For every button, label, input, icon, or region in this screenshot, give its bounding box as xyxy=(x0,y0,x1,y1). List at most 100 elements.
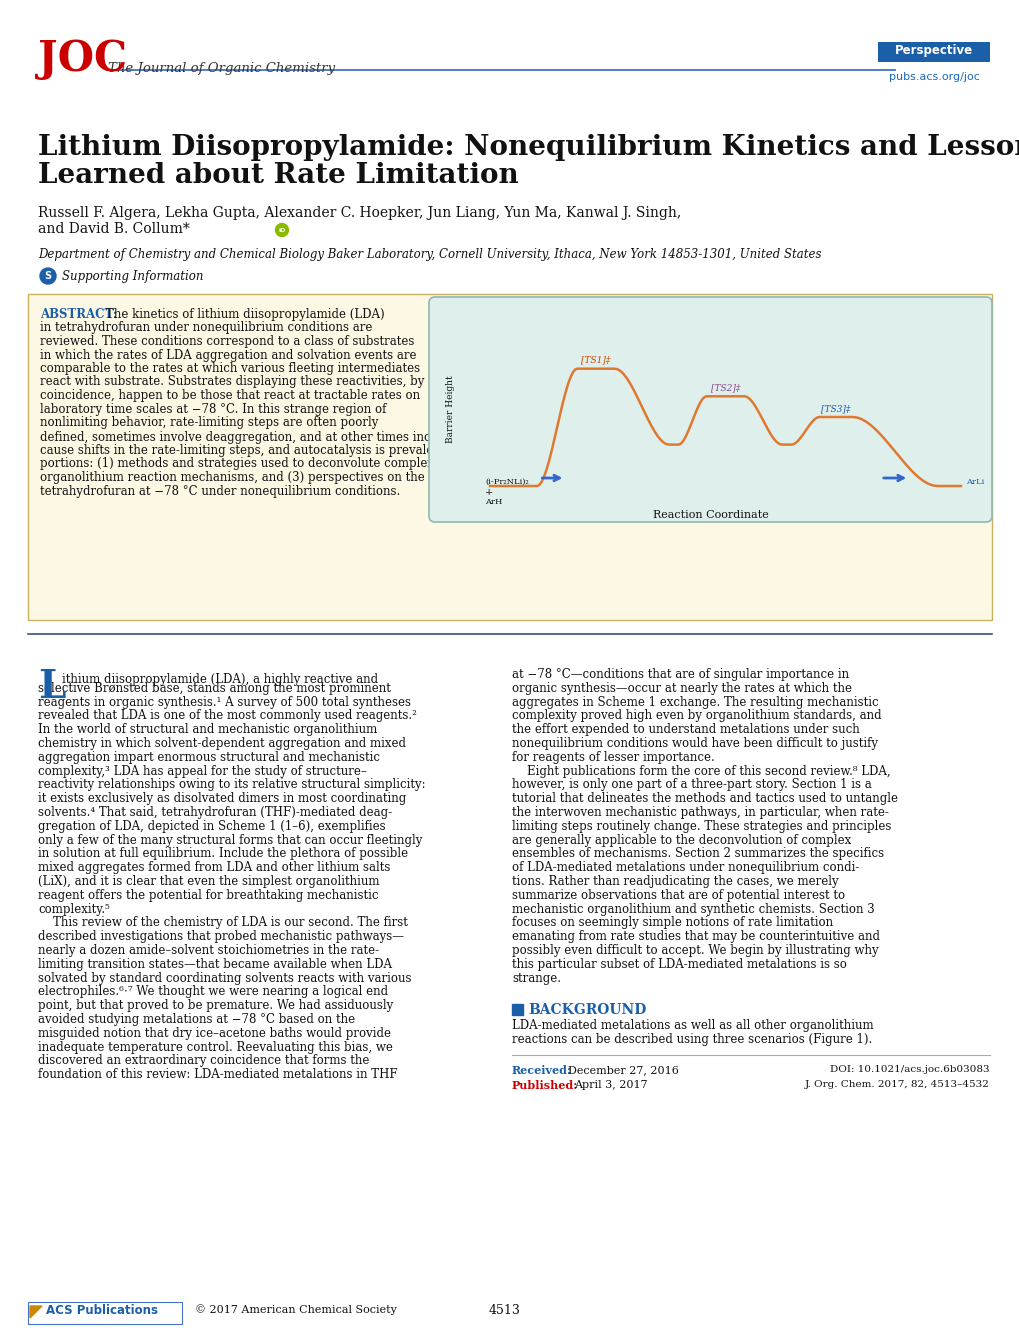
Text: mechanistic organolithium and synthetic chemists. Section 3: mechanistic organolithium and synthetic … xyxy=(512,903,874,915)
Bar xyxy=(877,41,989,61)
Text: defined, sometimes involve deaggregation, and at other times include reaction wi: defined, sometimes involve deaggregation… xyxy=(40,431,795,443)
Text: tutorial that delineates the methods and tactics used to untangle: tutorial that delineates the methods and… xyxy=(512,792,897,806)
Text: nearly a dozen amide–solvent stoichiometries in the rate-: nearly a dozen amide–solvent stoichiomet… xyxy=(38,944,379,956)
Text: Published:: Published: xyxy=(512,1081,578,1091)
Bar xyxy=(28,293,991,620)
Text: complexity proved high even by organolithium standards, and: complexity proved high even by organolit… xyxy=(512,710,880,723)
Text: (i-Pr₂NLi)₂: (i-Pr₂NLi)₂ xyxy=(484,478,528,486)
Text: focuses on seemingly simple notions of rate limitation: focuses on seemingly simple notions of r… xyxy=(512,916,833,930)
Text: tetrahydrofuran at −78 °C under nonequilibrium conditions.: tetrahydrofuran at −78 °C under nonequil… xyxy=(40,484,399,498)
Text: Russell F. Algera, Lekha Gupta, Alexander C. Hoepker, Jun Liang, Yun Ma, Kanwal : Russell F. Algera, Lekha Gupta, Alexande… xyxy=(38,205,681,220)
Polygon shape xyxy=(30,1306,42,1318)
Text: Received:: Received: xyxy=(512,1066,572,1077)
Text: iD: iD xyxy=(278,228,285,232)
Text: electrophiles.⁶⋅⁷ We thought we were nearing a logical end: electrophiles.⁶⋅⁷ We thought we were nea… xyxy=(38,986,388,998)
Text: comparable to the rates at which various fleeting intermediates: comparable to the rates at which various… xyxy=(40,362,420,375)
Text: laboratory time scales at −78 °C. In this strange region of: laboratory time scales at −78 °C. In thi… xyxy=(40,403,386,415)
Text: in which the rates of LDA aggregation and solvation events are: in which the rates of LDA aggregation an… xyxy=(40,348,416,362)
Bar xyxy=(28,1302,181,1325)
Text: organic synthesis—occur at nearly the rates at which the: organic synthesis—occur at nearly the ra… xyxy=(512,682,851,695)
Text: it exists exclusively as disolvated dimers in most coordinating: it exists exclusively as disolvated dime… xyxy=(38,792,406,806)
Text: at −78 °C—conditions that are of singular importance in: at −78 °C—conditions that are of singula… xyxy=(512,668,848,680)
Text: Learned about Rate Limitation: Learned about Rate Limitation xyxy=(38,161,519,189)
Text: Supporting Information: Supporting Information xyxy=(62,269,204,283)
Text: revealed that LDA is one of the most commonly used reagents.²: revealed that LDA is one of the most com… xyxy=(38,710,417,723)
Text: DOI: 10.1021/acs.joc.6b03083: DOI: 10.1021/acs.joc.6b03083 xyxy=(829,1066,989,1074)
Text: pubs.acs.org/joc: pubs.acs.org/joc xyxy=(888,72,978,81)
Text: chemistry in which solvent-dependent aggregation and mixed: chemistry in which solvent-dependent agg… xyxy=(38,736,406,750)
Text: ArH: ArH xyxy=(484,498,502,506)
Text: are generally applicable to the deconvolution of complex: are generally applicable to the deconvol… xyxy=(512,834,851,847)
Text: +: + xyxy=(484,488,493,498)
Text: for reagents of lesser importance.: for reagents of lesser importance. xyxy=(512,751,714,764)
Text: limiting steps routinely change. These strategies and principles: limiting steps routinely change. These s… xyxy=(512,820,891,832)
Text: emanating from rate studies that may be counterintuitive and: emanating from rate studies that may be … xyxy=(512,930,879,943)
Text: and David B. Collum*: and David B. Collum* xyxy=(38,221,190,236)
Text: inadequate temperature control. Reevaluating this bias, we: inadequate temperature control. Reevalua… xyxy=(38,1041,392,1054)
Text: Lithium Diisopropylamide: Nonequilibrium Kinetics and Lessons: Lithium Diisopropylamide: Nonequilibrium… xyxy=(38,133,1019,161)
Text: [TS2]‡: [TS2]‡ xyxy=(710,383,740,392)
Text: JOC: JOC xyxy=(38,37,127,80)
Text: misguided notion that dry ice–acetone baths would provide: misguided notion that dry ice–acetone ba… xyxy=(38,1027,390,1039)
Circle shape xyxy=(275,224,288,236)
Text: ithium diisopropylamide (LDA), a highly reactive and: ithium diisopropylamide (LDA), a highly … xyxy=(62,672,378,686)
Text: Department of Chemistry and Chemical Biology Baker Laboratory, Cornell Universit: Department of Chemistry and Chemical Bio… xyxy=(38,248,820,261)
Text: discovered an extraordinary coincidence that forms the: discovered an extraordinary coincidence … xyxy=(38,1054,369,1067)
Text: [TS3]‡: [TS3]‡ xyxy=(820,404,850,414)
Text: point, but that proved to be premature. We had assiduously: point, but that proved to be premature. … xyxy=(38,999,393,1013)
Text: J. Org. Chem. 2017, 82, 4513–4532: J. Org. Chem. 2017, 82, 4513–4532 xyxy=(804,1081,989,1090)
Text: mixed aggregates formed from LDA and other lithium salts: mixed aggregates formed from LDA and oth… xyxy=(38,862,390,874)
Text: ArLi: ArLi xyxy=(965,478,983,486)
Text: reactivity relationships owing to its relative structural simplicity:: reactivity relationships owing to its re… xyxy=(38,779,425,791)
Text: tions. Rather than readjudicating the cases, we merely: tions. Rather than readjudicating the ca… xyxy=(512,875,838,888)
Text: ensembles of mechanisms. Section 2 summarizes the specifics: ensembles of mechanisms. Section 2 summa… xyxy=(512,847,883,860)
Text: possibly even difficult to accept. We begin by illustrating why: possibly even difficult to accept. We be… xyxy=(512,944,877,956)
Text: (LiX), and it is clear that even the simplest organolithium: (LiX), and it is clear that even the sim… xyxy=(38,875,379,888)
Text: portions: (1) methods and strategies used to deconvolute complex reaction pathwa: portions: (1) methods and strategies use… xyxy=(40,458,761,471)
Text: BACKGROUND: BACKGROUND xyxy=(528,1003,646,1018)
Text: solvated by standard coordinating solvents reacts with various: solvated by standard coordinating solven… xyxy=(38,971,411,984)
Text: limiting transition states—that became available when LDA: limiting transition states—that became a… xyxy=(38,958,391,971)
Text: Perspective: Perspective xyxy=(894,44,972,57)
Text: solvents.⁴ That said, tetrahydrofuran (THF)-mediated deag-: solvents.⁴ That said, tetrahydrofuran (T… xyxy=(38,806,391,819)
Text: of LDA-mediated metalations under nonequilibrium condi-: of LDA-mediated metalations under nonequ… xyxy=(512,862,859,874)
Text: [TS1]‡: [TS1]‡ xyxy=(581,356,610,364)
Text: avoided studying metalations at −78 °C based on the: avoided studying metalations at −78 °C b… xyxy=(38,1013,355,1026)
Text: coincidence, happen to be those that react at tractable rates on: coincidence, happen to be those that rea… xyxy=(40,390,420,402)
Circle shape xyxy=(40,268,56,284)
Text: the effort expended to understand metalations under such: the effort expended to understand metala… xyxy=(512,723,859,736)
Text: nonequilibrium conditions would have been difficult to justify: nonequilibrium conditions would have bee… xyxy=(512,736,877,750)
Text: gregation of LDA, depicted in Scheme 1 (1–6), exemplifies: gregation of LDA, depicted in Scheme 1 (… xyxy=(38,820,385,832)
Text: cause shifts in the rate-limiting steps, and autocatalysis is prevalent and can : cause shifts in the rate-limiting steps,… xyxy=(40,444,810,458)
Bar xyxy=(512,1005,523,1015)
Text: only a few of the many structural forms that can occur fleetingly: only a few of the many structural forms … xyxy=(38,834,422,847)
Text: December 27, 2016: December 27, 2016 xyxy=(568,1066,679,1075)
Text: reagents in organic synthesis.¹ A survey of 500 total syntheses: reagents in organic synthesis.¹ A survey… xyxy=(38,695,411,708)
Text: aggregates in Scheme 1 exchange. The resulting mechanistic: aggregates in Scheme 1 exchange. The res… xyxy=(512,695,877,708)
Text: S: S xyxy=(45,271,52,281)
Text: reagent offers the potential for breathtaking mechanistic: reagent offers the potential for breatht… xyxy=(38,888,378,902)
Text: The Journal of Organic Chemistry: The Journal of Organic Chemistry xyxy=(108,61,335,75)
Text: 4513: 4513 xyxy=(488,1305,521,1317)
Text: This review of the chemistry of LDA is our second. The first: This review of the chemistry of LDA is o… xyxy=(38,916,408,930)
Text: summarize observations that are of potential interest to: summarize observations that are of poten… xyxy=(512,888,845,902)
FancyBboxPatch shape xyxy=(429,297,991,522)
Text: complexity,³ LDA has appeal for the study of structure–: complexity,³ LDA has appeal for the stud… xyxy=(38,764,367,778)
Text: ACS Publications: ACS Publications xyxy=(46,1305,158,1317)
Text: In the world of structural and mechanistic organolithium: In the world of structural and mechanist… xyxy=(38,723,377,736)
Text: organolithium reaction mechanisms, and (3) perspectives on the concept of rate l: organolithium reaction mechanisms, and (… xyxy=(40,471,768,484)
Text: LDA-mediated metalations as well as all other organolithium: LDA-mediated metalations as well as all … xyxy=(512,1019,872,1033)
Text: © 2017 American Chemical Society: © 2017 American Chemical Society xyxy=(195,1305,396,1315)
Text: in tetrahydrofuran under nonequilibrium conditions are: in tetrahydrofuran under nonequilibrium … xyxy=(40,321,372,335)
Text: complexity.⁵: complexity.⁵ xyxy=(38,903,110,915)
Text: strange.: strange. xyxy=(512,971,560,984)
Text: Barrier Height: Barrier Height xyxy=(446,375,455,443)
Text: react with substrate. Substrates displaying these reactivities, by: react with substrate. Substrates display… xyxy=(40,375,424,388)
Text: ABSTRACT:: ABSTRACT: xyxy=(40,308,117,321)
Text: reviewed. These conditions correspond to a class of substrates: reviewed. These conditions correspond to… xyxy=(40,335,414,348)
Text: described investigations that probed mechanistic pathways—: described investigations that probed mec… xyxy=(38,930,404,943)
Text: selective Brønsted base, stands among the most prominent: selective Brønsted base, stands among th… xyxy=(38,682,390,695)
Text: April 3, 2017: April 3, 2017 xyxy=(574,1081,647,1090)
Text: this particular subset of LDA-mediated metalations is so: this particular subset of LDA-mediated m… xyxy=(512,958,846,971)
Text: foundation of this review: LDA-mediated metalations in THF: foundation of this review: LDA-mediated … xyxy=(38,1069,397,1081)
